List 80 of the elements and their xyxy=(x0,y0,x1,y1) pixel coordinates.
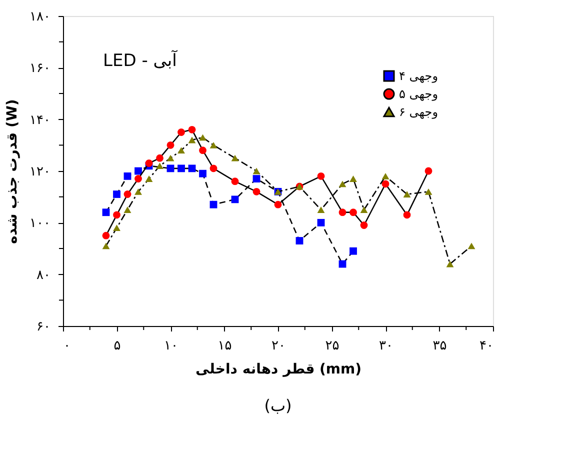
point xyxy=(124,206,132,213)
point xyxy=(403,191,411,198)
point xyxy=(178,128,185,136)
point xyxy=(166,141,174,149)
point xyxy=(199,170,206,178)
y-tick-label: ۱۴۰ xyxy=(30,112,50,128)
x-tick-label: ۲۵ xyxy=(325,338,340,354)
point xyxy=(403,211,411,219)
point xyxy=(102,208,110,216)
point xyxy=(210,200,218,208)
point xyxy=(156,162,164,170)
point xyxy=(382,172,390,180)
point xyxy=(102,242,110,250)
legend-label: ۵ وجهی xyxy=(399,87,438,101)
point xyxy=(102,232,110,240)
point xyxy=(360,206,368,213)
point xyxy=(134,167,142,175)
point xyxy=(188,136,196,144)
point xyxy=(210,142,218,148)
point xyxy=(231,196,239,204)
point xyxy=(424,167,432,175)
point xyxy=(166,154,174,162)
point xyxy=(446,260,454,268)
point xyxy=(252,188,260,196)
x-tick-label: ۱۰ xyxy=(164,338,178,354)
y-tick-label: ۱۸۰ xyxy=(30,10,50,24)
point xyxy=(350,176,357,182)
point xyxy=(199,146,206,154)
point xyxy=(124,190,132,198)
y-tick-label: ۱۲۰ xyxy=(30,164,50,180)
point xyxy=(188,164,196,172)
x-tick-label: ۵ xyxy=(114,338,121,354)
y-tick-label: ۱۶۰ xyxy=(30,61,50,76)
x-tick-label: ۳۵ xyxy=(432,338,447,354)
point xyxy=(178,164,185,172)
point xyxy=(296,237,304,244)
y-tick-label: ۱۰۰ xyxy=(30,216,50,232)
point xyxy=(113,211,120,219)
point xyxy=(252,175,260,182)
point xyxy=(350,208,357,216)
point xyxy=(424,188,432,195)
text: (ب) xyxy=(264,396,292,415)
legend-label: ۴ وجهی xyxy=(399,69,438,83)
x-tick-label: ۴۰ xyxy=(480,338,494,354)
point xyxy=(210,164,218,172)
point xyxy=(188,126,196,134)
point xyxy=(145,176,153,182)
point xyxy=(199,134,206,141)
x-tick-label: ۰ xyxy=(64,338,70,354)
point xyxy=(468,242,476,250)
point xyxy=(317,172,325,180)
point xyxy=(252,168,260,174)
point xyxy=(166,164,174,172)
y-tick-label: ۶۰ xyxy=(36,320,50,334)
point xyxy=(113,190,120,198)
point xyxy=(134,188,142,195)
point xyxy=(231,154,239,162)
y-axis-title: قدرت جذب شده (W) xyxy=(4,99,21,244)
point xyxy=(317,206,325,213)
point xyxy=(124,172,132,180)
x-tick-label: ۱۵ xyxy=(218,338,232,354)
point xyxy=(382,180,390,188)
point xyxy=(231,178,239,186)
point xyxy=(156,154,164,162)
x-axis-title: قطر دهانه داخلی (mm) xyxy=(196,362,362,378)
point xyxy=(338,180,346,188)
y-tick-label: ۸۰ xyxy=(36,268,50,283)
point xyxy=(178,147,185,154)
point xyxy=(317,218,325,226)
point xyxy=(145,160,153,167)
x-tick-label: ۲۰ xyxy=(272,338,286,354)
point xyxy=(113,224,120,232)
point xyxy=(134,175,142,182)
x-tick-label: ۳۰ xyxy=(379,338,393,354)
point xyxy=(360,222,368,229)
point xyxy=(338,208,346,216)
legend-label: ۶ وجهی xyxy=(399,105,438,119)
point xyxy=(274,200,282,208)
point xyxy=(350,247,357,255)
annotation: LED - آبی xyxy=(103,50,178,71)
